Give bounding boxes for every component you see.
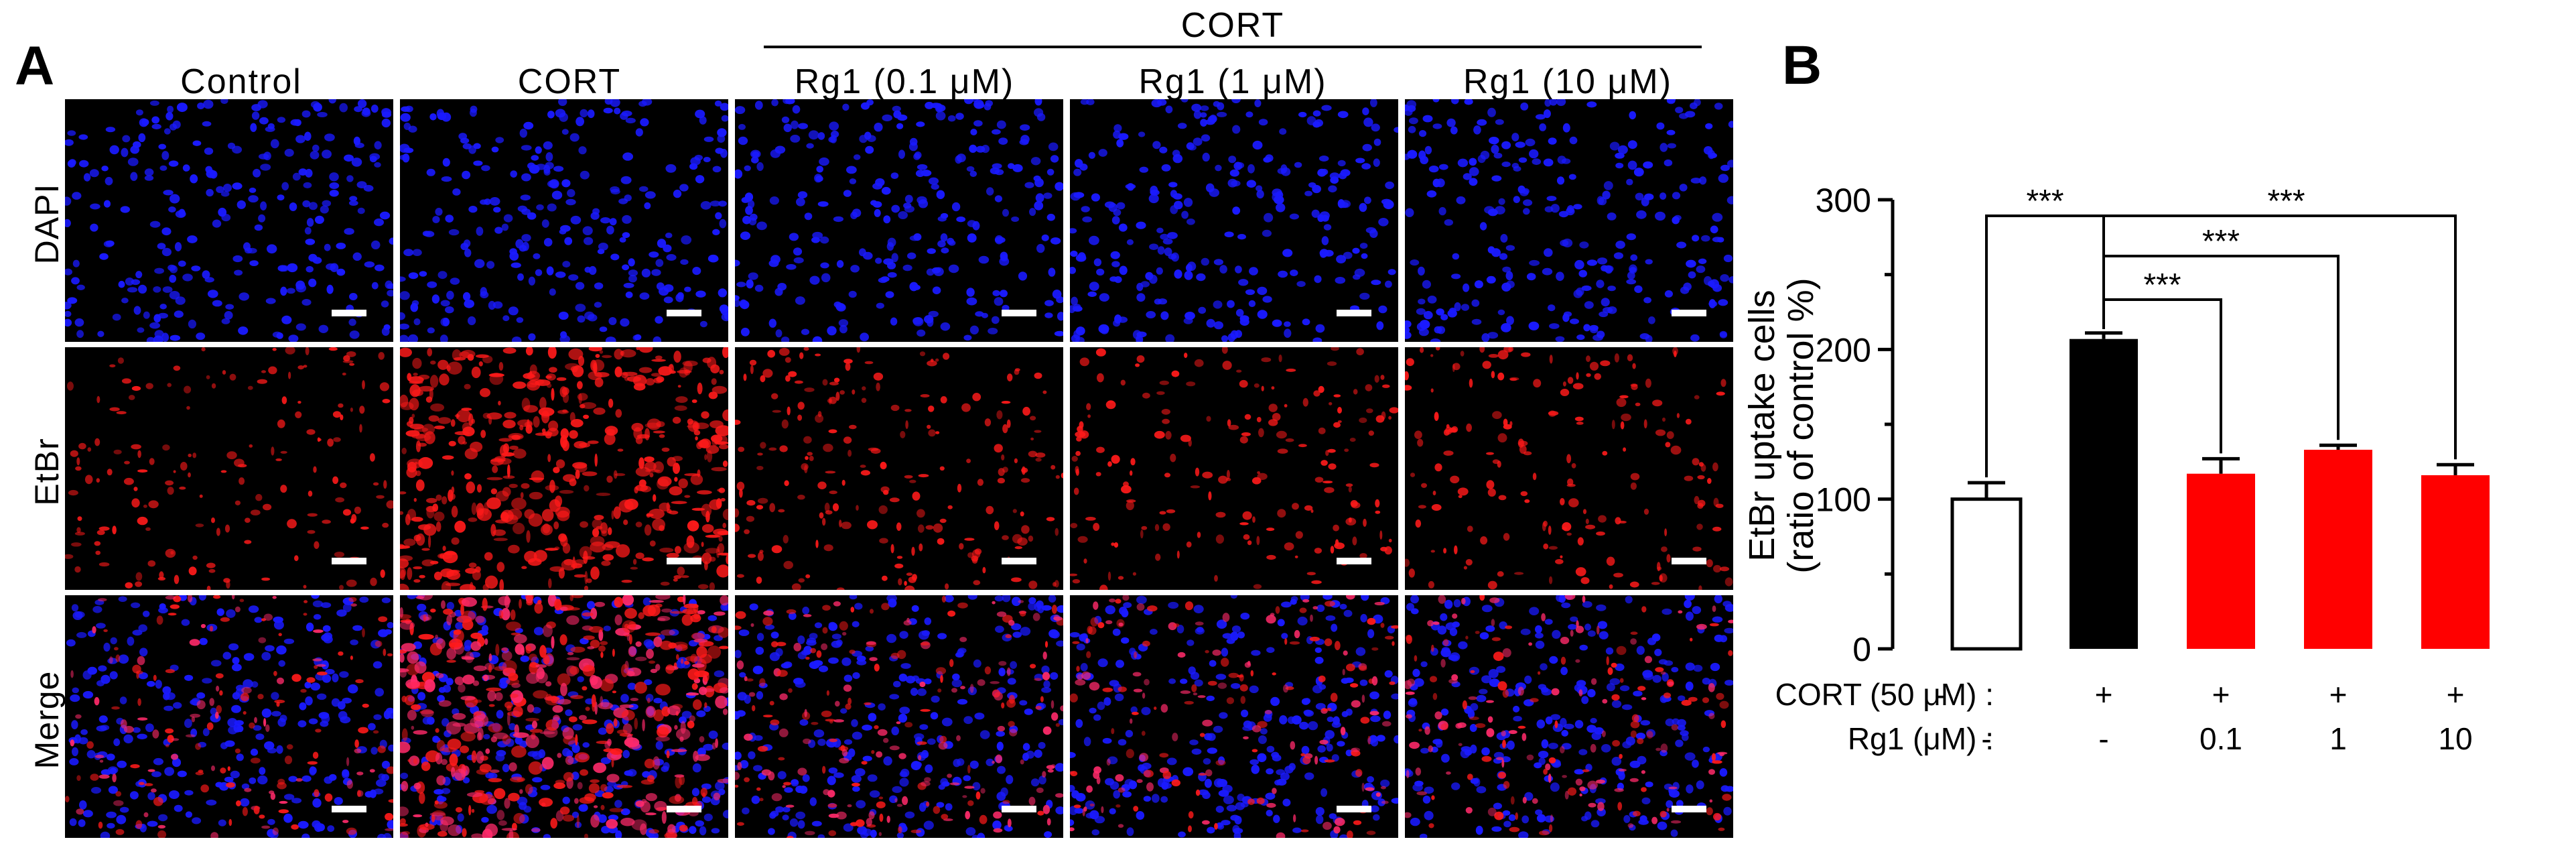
- scale-bar: [1002, 310, 1036, 316]
- cort-group-label: CORT: [1180, 6, 1285, 45]
- scale-bar: [332, 558, 366, 564]
- micrograph-image: [65, 99, 393, 342]
- scale-bar: [332, 806, 366, 812]
- significance-bracket: [2102, 298, 2222, 454]
- micrograph-merge-2: [400, 595, 728, 838]
- scale-bar: [667, 806, 701, 812]
- rg1-condition-label: Rg1 (μM) :: [1848, 721, 1994, 756]
- micrograph-image: [1405, 595, 1733, 838]
- significance-label: ***: [2026, 184, 2063, 219]
- bar: [2304, 449, 2372, 649]
- micrograph-image: [1405, 347, 1733, 590]
- scale-bar: [1337, 806, 1371, 812]
- row-label-merge: Merge: [28, 670, 66, 770]
- micrograph-etbr-3: [735, 347, 1063, 590]
- micrograph-dapi-4: [1070, 99, 1398, 342]
- scale-bar: [1672, 558, 1706, 564]
- micrograph-dapi-3: [735, 99, 1063, 342]
- micrograph-etbr-4: [1070, 347, 1398, 590]
- micrograph-dapi-2: [400, 99, 728, 342]
- bar-chart: B 0 100 200 300 EtBr uptake cells(ratio of co…: [1742, 35, 2490, 756]
- micrograph-image: [735, 595, 1063, 838]
- panel-a-letter: A: [15, 36, 55, 97]
- scale-bar: [1337, 310, 1371, 316]
- micrograph-merge-4: [1070, 595, 1398, 838]
- micrograph-merge-3: [735, 595, 1063, 838]
- column-label-control: Control: [180, 62, 302, 101]
- micrograph-image: [1070, 595, 1398, 838]
- micrograph-image: [735, 347, 1063, 590]
- micrograph-image: [735, 99, 1063, 342]
- y-tick-label: 0: [1852, 631, 1871, 668]
- rg1-value: 0.1: [2199, 721, 2242, 756]
- micrograph-image: [65, 347, 393, 590]
- scale-bar: [332, 310, 366, 316]
- micrograph-merge-1: [65, 595, 393, 838]
- column-label-rg1-0-1: Rg1 (0.1 μM): [794, 62, 1015, 101]
- y-tick-label: 300: [1816, 182, 1871, 219]
- bar: [2070, 339, 2138, 649]
- cort-sign: +: [2329, 677, 2348, 712]
- micrograph-image: [400, 347, 728, 590]
- rg1-value: -: [2098, 721, 2108, 756]
- rg1-value: 10: [2438, 721, 2472, 756]
- significance-label: ***: [2267, 184, 2305, 219]
- cort-sign: +: [2095, 677, 2113, 712]
- micrograph-dapi-1: [65, 99, 393, 342]
- bar: [1950, 497, 2023, 651]
- cort-group-line: [764, 46, 1702, 48]
- significance-label: ***: [2143, 267, 2181, 303]
- micrograph-grid: [65, 99, 1733, 849]
- cort-condition-label: CORT (50 μM) :: [1775, 677, 1994, 712]
- scale-bar: [1672, 806, 1706, 812]
- cort-sign: +: [2447, 677, 2465, 712]
- micrograph-etbr-5: [1405, 347, 1733, 590]
- micrograph-image: [400, 595, 728, 838]
- y-axis-label: EtBr uptake cells: [1742, 290, 1782, 561]
- cort-sign: -: [1934, 677, 1944, 712]
- column-label-rg1-1: Rg1 (1 μM): [1138, 62, 1327, 101]
- micrograph-merge-5: [1405, 595, 1733, 838]
- scale-bar: [1002, 806, 1036, 812]
- scale-bar: [667, 310, 701, 316]
- panel-b-letter: B: [1782, 35, 1822, 96]
- micrograph-image: [65, 595, 393, 838]
- scale-bar: [1002, 558, 1036, 564]
- micrograph-image: [1070, 347, 1398, 590]
- micrograph-etbr-2: [400, 347, 728, 590]
- bar: [2187, 473, 2255, 649]
- scale-bar: [1672, 310, 1706, 316]
- micrograph-image: [400, 99, 728, 342]
- rg1-value: 1: [2329, 721, 2347, 756]
- micrograph-etbr-1: [65, 347, 393, 590]
- scale-bar: [667, 558, 701, 564]
- significance-bracket: [2102, 214, 2457, 460]
- micrograph-image: [1405, 99, 1733, 342]
- y-axis-label-2: (ratio of control %): [1781, 278, 1821, 573]
- scale-bar: [1337, 558, 1371, 564]
- micrograph-image: [1070, 99, 1398, 342]
- significance-label: ***: [2202, 224, 2240, 259]
- y-tick-label: 200: [1816, 331, 1871, 369]
- y-tick-label: 100: [1816, 481, 1871, 519]
- significance-bracket: [2102, 255, 2340, 440]
- row-label-etbr: EtBr: [28, 438, 66, 506]
- row-label-dapi: DAPI: [28, 183, 66, 265]
- cort-sign: +: [2212, 677, 2230, 712]
- micrograph-dapi-5: [1405, 99, 1733, 342]
- column-label-cort: CORT: [517, 62, 622, 101]
- column-label-rg1-10: Rg1 (10 μM): [1463, 62, 1673, 101]
- rg1-value: -: [1981, 721, 1991, 756]
- bar: [2421, 475, 2490, 649]
